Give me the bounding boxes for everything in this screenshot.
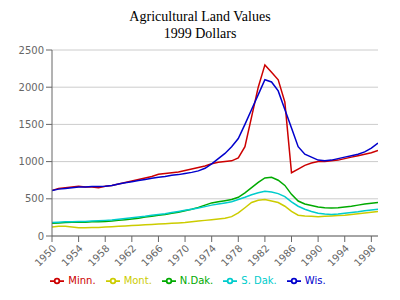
svg-text:500: 500 <box>25 193 44 204</box>
html-text:Wis.: Wis. <box>304 275 326 286</box>
html-text:N.Dak.: N.Dak. <box>179 275 214 286</box>
svg-text:1962: 1962 <box>112 243 138 269</box>
svg-text:1966: 1966 <box>139 243 165 269</box>
svg-text:2000: 2000 <box>19 82 44 93</box>
html-text:Mont.: Mont. <box>123 275 152 286</box>
svg-text:1986: 1986 <box>272 243 298 269</box>
svg-text:1982: 1982 <box>246 243 272 269</box>
svg-text:1998: 1998 <box>352 243 378 269</box>
svg-text:1950: 1950 <box>33 243 59 269</box>
svg-text:2500: 2500 <box>19 45 44 56</box>
svg-text:1990: 1990 <box>299 243 325 269</box>
svg-text:1974: 1974 <box>192 243 218 269</box>
html-text:Minn.: Minn. <box>68 275 96 286</box>
svg-text:1958: 1958 <box>86 243 112 269</box>
svg-text:1500: 1500 <box>19 119 44 130</box>
svg-text:1954: 1954 <box>59 243 85 269</box>
svg-text:1970: 1970 <box>166 243 192 269</box>
svg-text:1994: 1994 <box>325 243 351 269</box>
html-text:S. Dak.: S. Dak. <box>241 275 277 286</box>
svg-text:1000: 1000 <box>19 156 44 167</box>
svg-text:1978: 1978 <box>219 243 245 269</box>
svg-text:0: 0 <box>38 231 44 242</box>
html-text:Agricultural Land Values 1999: Agricultural Land Values 1999 Dollars <box>129 9 271 41</box>
